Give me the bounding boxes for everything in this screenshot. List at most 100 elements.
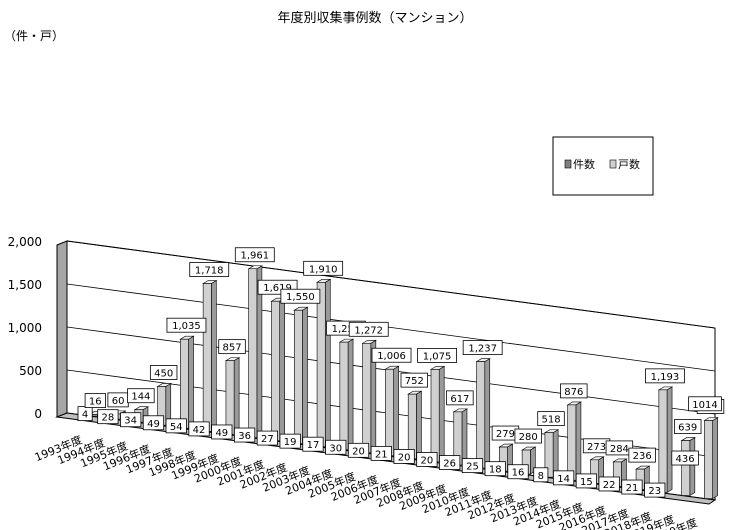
data-label-kensu-box (598, 476, 620, 492)
data-label-kensu-box (234, 427, 256, 443)
legend-label-kensu: 件数 (573, 158, 595, 171)
data-label-kosu: 60 (112, 396, 125, 407)
data-label-kosu: 144 (131, 392, 150, 403)
data-label-kensu-box (165, 418, 187, 434)
bar-kosu-side (461, 408, 468, 466)
data-label-kosu: 16 (89, 397, 102, 408)
plot-side-wall (56, 240, 68, 418)
data-label-kosu: 1,619 (263, 283, 292, 294)
data-label-kensu-box (484, 461, 506, 477)
data-label-kensu-box (347, 442, 370, 458)
data-label-kosu: 1,250 (332, 324, 361, 335)
data-label-kosu: 1,035 (172, 321, 201, 332)
data-label-kensu-box (533, 467, 549, 483)
data-label-kensu: 21 (375, 449, 388, 460)
data-label-kensu: 20 (398, 452, 411, 463)
chart-title: 年度別収集事例数（マンション） (277, 10, 472, 26)
bar-kosu (704, 420, 713, 499)
bar-kosu-side (484, 358, 491, 469)
data-label-kensu-box (211, 424, 233, 440)
legend-swatch-kensu (564, 159, 572, 169)
data-label-kensu: 49 (215, 428, 228, 439)
data-label-kensu: 26 (443, 459, 456, 470)
data-label-extra-box (671, 450, 699, 466)
data-label-kosu-box (218, 339, 246, 355)
data-label-kensu: 23 (648, 486, 661, 497)
data-label-kensu-box (393, 449, 415, 464)
data-label-kensu-box (416, 452, 438, 467)
bar-kosu-side (324, 278, 331, 448)
data-label-kensu-box (439, 455, 461, 470)
data-label-kensu: 20 (421, 455, 434, 466)
bar-kosu (362, 342, 372, 453)
bar-kosu (248, 268, 258, 438)
data-label-kosu-box (189, 262, 230, 277)
data-label-kosu-box (149, 365, 178, 380)
data-label-kosu: 450 (154, 368, 173, 379)
data-label-kensu: 27 (261, 434, 274, 445)
gridline (66, 240, 716, 329)
data-label-kensu: 49 (147, 419, 160, 430)
data-label-kosu-box (537, 411, 565, 427)
data-label-kosu-box (417, 348, 457, 363)
data-label-kensu-box (142, 415, 165, 431)
bar-kosu-side (347, 338, 354, 451)
data-label-kosu-box (234, 247, 275, 263)
data-label-kosu-box (645, 368, 685, 384)
bar-kosu (271, 300, 280, 441)
data-label-kosu: 1,910 (309, 264, 338, 275)
data-label-kosu: 1,272 (354, 325, 383, 336)
data-label-kosu-box (560, 383, 588, 399)
data-label-kensu: 16 (512, 468, 525, 479)
data-label-kosu: 1,193 (651, 372, 680, 383)
data-label-kosu-box (371, 347, 412, 363)
data-label-kensu: 4 (82, 410, 88, 421)
bar-kosu (316, 282, 326, 447)
data-label-kosu: 752 (405, 376, 424, 387)
data-label-kensu: 21 (626, 483, 639, 494)
bar-kosu-side (233, 357, 240, 435)
data-label-kosu-box (514, 428, 542, 444)
bar-kosu-side (279, 297, 285, 441)
bar-kosu-side (211, 279, 217, 432)
bar-kosu (430, 369, 440, 463)
data-label-kensu: 54 (170, 422, 183, 433)
data-label-kosu-box (127, 388, 155, 404)
bar-kosu-side (438, 365, 445, 463)
bar-kosu (658, 389, 668, 493)
y-tick-label: 1,500 (8, 278, 42, 292)
bar-kosu-side (689, 437, 696, 497)
data-label-kosu: 1,006 (377, 351, 406, 362)
data-label-kosu: 284 (610, 444, 629, 455)
bar-kosu (544, 432, 554, 478)
data-label-kosu: 280 (519, 432, 538, 443)
data-label-kensu: 28 (102, 413, 115, 424)
data-label-kosu-box (462, 340, 503, 356)
data-label-kosu-box (348, 321, 389, 337)
data-label-kosu: 236 (633, 451, 652, 462)
data-label-kensu-box (553, 470, 575, 486)
bar-kosu-side (666, 386, 673, 493)
bar-kosu (476, 361, 486, 469)
bar-kosu-side (302, 306, 308, 445)
y-tick-label: 0 (34, 407, 42, 421)
data-label-kosu: 518 (541, 415, 560, 426)
data-label-kosu-box (446, 390, 474, 406)
data-label-kensu-box (575, 473, 597, 489)
data-label-kosu-box (400, 372, 429, 388)
data-label-kensu: 8 (538, 471, 544, 482)
data-label-kensu: 18 (489, 465, 502, 476)
data-label-kensu: 17 (307, 440, 320, 451)
data-label-kensu-box (644, 482, 666, 498)
bar-kosu (339, 341, 349, 450)
data-label-kosu: 279 (496, 429, 515, 440)
y-tick-label: 2,000 (8, 235, 42, 249)
data-label-kensu: 22 (603, 480, 616, 491)
data-label-kensu-box (325, 439, 347, 455)
bar-kosu (225, 360, 235, 435)
data-label-kosu: 857 (222, 343, 241, 354)
data-label-kosu: 1,961 (240, 251, 269, 262)
bar-kosu (202, 283, 212, 432)
data-label-kosu-box (303, 260, 344, 276)
